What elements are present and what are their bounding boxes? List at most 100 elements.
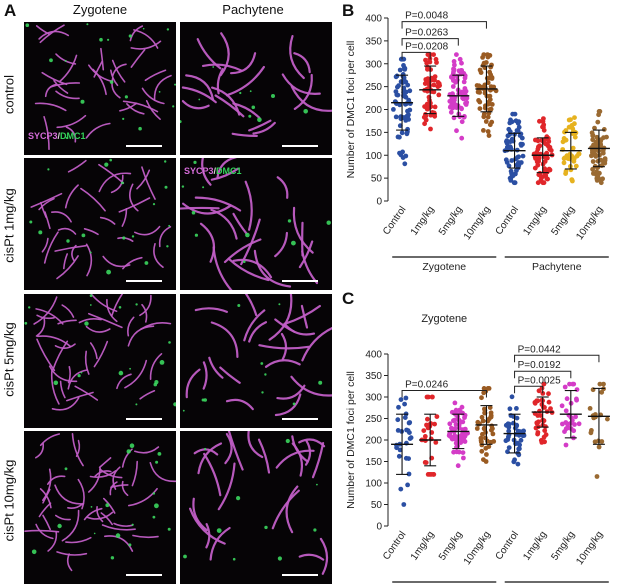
data-point [449,74,454,80]
row-label-cispt-10mg: cisPt 10mg/kg [1,459,17,542]
data-point [505,437,511,442]
dmc1-focus [183,554,187,559]
dmc1-focus [172,105,175,108]
data-point [396,453,402,459]
micrograph-zygotene-control: SYCP3/DMC1 [24,22,176,155]
data-point [596,444,602,450]
chromosome-spread [24,294,176,411]
data-point [405,482,410,488]
chromosome-axis [180,206,220,210]
data-point [591,142,596,148]
chromosome-axis [268,294,293,341]
data-point [599,439,605,444]
data-point [508,178,514,183]
data-point [503,157,509,163]
dmc1-focus [257,117,262,123]
data-point [481,114,487,120]
data-point [422,434,428,439]
dmc1-focus [66,239,70,243]
chromosome-axis [124,359,148,389]
dmc1-focus [49,58,53,63]
data-point [455,463,461,469]
data-point [457,425,462,431]
data-point [433,440,439,445]
x-tick-label: Control [494,204,522,237]
chart-b-dmc1-foci: 0 50 100 150 200 250 300 350 400 Number of DMC1 f… [345,11,610,273]
dmc1-focus [193,160,197,164]
dmc1-focus [174,83,176,86]
data-point [507,132,513,137]
stain-label: SYCP3/DMC1 [184,166,242,176]
chart-c-dmc1-foci-edu: 0 50 100 150 200 250 300 350 400 Number of DMC1 f… [345,313,610,583]
chromosome-axis [139,294,152,317]
chromosome-axis [47,531,58,552]
dmc1-focus [99,37,103,42]
y-tick-label: 200 [365,436,382,447]
dmc1-focus [194,233,198,237]
panel-letter-b: B [342,1,355,20]
chromosome-axis [106,298,118,323]
data-point [572,121,577,127]
data-point [536,143,542,149]
data-point [599,389,605,395]
data-point [484,75,490,81]
dmc1-focus [173,402,176,407]
dmc1-focus [278,303,281,306]
data-point [546,167,551,173]
dmc1-focus [138,126,142,131]
data-point [507,406,513,412]
chromosome-axis [219,32,230,77]
dmc1-focus [31,549,37,555]
x-tick-label: 5mg/kg [437,204,465,237]
data-point [400,80,406,85]
p-value-label: P=0.0263 [405,28,449,39]
x-tick-label: Control [494,529,522,562]
chromosome-axis [290,85,332,112]
chromosome-axis [56,114,87,129]
data-point [536,158,541,164]
chromosome-axis [88,467,101,493]
data-point [423,117,429,123]
data-point [590,159,596,164]
data-point [597,152,602,158]
data-point [547,144,553,150]
chromosome-axis [128,487,158,507]
chromosome-axis [58,54,78,83]
chromosome-axis [127,316,135,337]
chromosome-axis [243,309,266,342]
dmc1-focus [135,403,138,406]
chromosome-axis [258,344,310,350]
chromosome-axis [80,187,106,212]
data-point [452,436,458,442]
dmc1-focus [131,523,134,526]
data-point [589,153,594,159]
chromosome-axis [55,53,77,65]
data-point [576,421,582,427]
dmc1-focus [122,117,125,120]
data-point [462,415,467,420]
chromosome-spread [29,158,172,280]
dmc1-focus [318,380,323,385]
data-point [428,126,433,132]
data-point [488,72,493,78]
data-point [565,421,570,427]
data-point [397,134,402,140]
chromosome-axis [203,452,222,497]
chromosome-axis [230,52,257,75]
chromosome-axis [89,470,117,478]
data-point [393,89,399,94]
y-tick-label: 100 [365,151,382,162]
significance-bracket [401,21,487,29]
dmc1-focus [89,304,92,306]
data-point [563,442,569,448]
chromosome-axis [118,197,151,213]
chromosome-axis [101,524,136,531]
p-value-label: P=0.0048 [405,11,449,22]
chromosome-axis [311,442,325,479]
data-point [398,486,404,492]
dmc1-focus [152,203,156,206]
data-point [456,436,462,442]
chromosome-axis [67,159,87,173]
data-point [485,80,491,86]
chromosome-axis [66,391,94,402]
